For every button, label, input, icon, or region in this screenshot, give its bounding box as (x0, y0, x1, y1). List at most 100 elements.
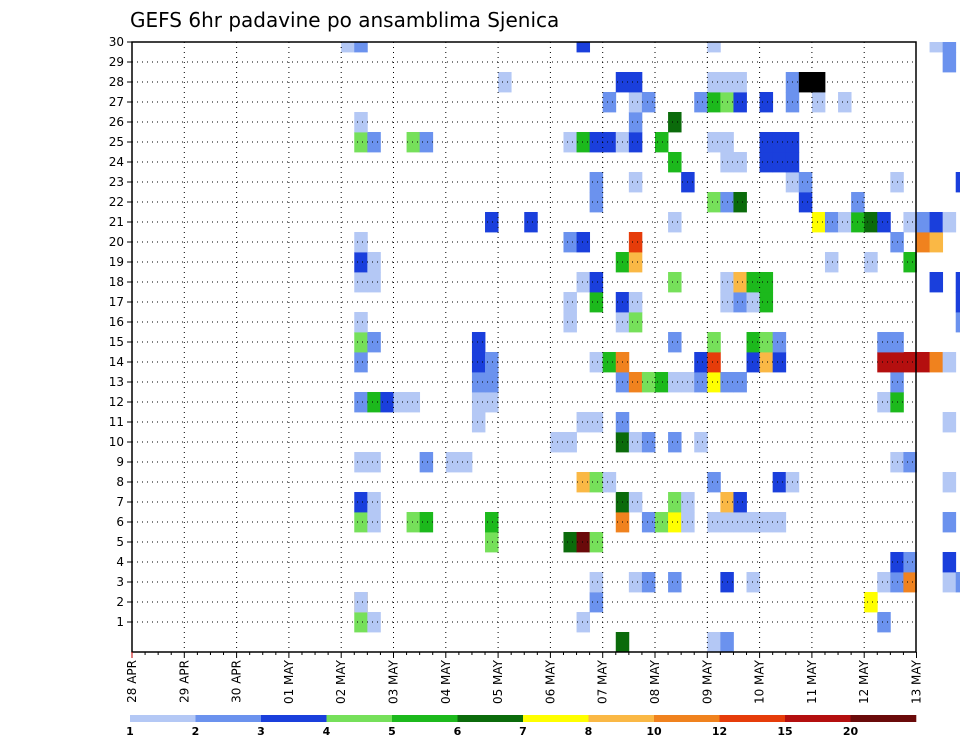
legend-swatch (850, 715, 917, 722)
heatmap-cell (655, 372, 669, 393)
y-tick-label: 9 (116, 455, 124, 469)
legend-swatch (130, 715, 196, 722)
heatmap-cell (354, 452, 368, 473)
heatmap-cell (589, 412, 604, 433)
heatmap-cell (929, 272, 944, 293)
legend-label: 5 (388, 725, 396, 738)
heatmap-cell (824, 252, 839, 273)
y-tick-label: 28 (109, 75, 124, 89)
heatmap-cell (563, 312, 577, 333)
legend-swatch (654, 715, 720, 722)
x-tick-label: 05 MAY (491, 659, 505, 704)
heatmap-cell (367, 332, 381, 353)
heatmap-cell (628, 432, 643, 453)
heatmap-cell (694, 372, 708, 393)
heatmap-cell (628, 372, 643, 393)
heatmap-cell (864, 592, 878, 613)
heatmap-cell (707, 472, 721, 493)
heatmap-cell (929, 352, 944, 373)
heatmap-cell (524, 212, 538, 233)
heatmap-cell (354, 232, 368, 253)
heatmap-cell (354, 512, 368, 533)
heatmap-cell (877, 612, 891, 633)
legend-label: 12 (712, 725, 727, 738)
heatmap-cell (759, 332, 774, 353)
y-tick-label: 16 (109, 315, 124, 329)
heatmap-cell (576, 412, 591, 433)
y-tick-label: 8 (116, 475, 124, 489)
heatmap-cell (707, 42, 721, 53)
heatmap-cell (406, 392, 421, 413)
heatmap-cell (759, 132, 774, 153)
heatmap-cell (341, 42, 355, 53)
heatmap-cell (485, 352, 499, 373)
legend-label: 1 (126, 725, 134, 738)
heatmap-cell (955, 272, 960, 293)
y-tick-label: 14 (109, 355, 124, 369)
heatmap-cell (798, 72, 813, 93)
heatmap-cell (406, 512, 421, 533)
heatmap-cell (903, 572, 917, 593)
x-tick-label: 13 MAY (910, 659, 924, 704)
x-tick-label: 03 MAY (387, 659, 401, 704)
heatmap-cell (798, 192, 813, 213)
heatmap-cell (471, 392, 486, 413)
heatmap-cell (733, 292, 747, 313)
heatmap-cell (733, 92, 747, 113)
heatmap-cell (903, 552, 917, 573)
y-tick-label: 11 (109, 415, 124, 429)
heatmap-cell (576, 612, 591, 633)
heatmap-cell (615, 632, 630, 653)
heatmap-cell (733, 152, 747, 173)
heatmap-cell (694, 432, 708, 453)
heatmap-cell (746, 512, 760, 533)
heatmap-cell (929, 42, 944, 53)
heatmap-cell (942, 52, 957, 73)
heatmap-cell (628, 112, 643, 133)
y-tick-label: 25 (109, 135, 124, 149)
heatmap-cell (354, 42, 368, 53)
y-tick-label: 29 (109, 55, 124, 69)
heatmap-cell (655, 512, 669, 533)
heatmap-cell (354, 352, 368, 373)
heatmap-cell (733, 192, 747, 213)
heatmap-cell (563, 532, 577, 553)
heatmap-cell (354, 252, 368, 273)
heatmap-cell (628, 492, 643, 513)
heatmap-cell (746, 332, 760, 353)
heatmap-cell (929, 232, 944, 253)
legend-label: 8 (585, 725, 593, 738)
heatmap-cell (602, 132, 617, 153)
legend-label: 2 (192, 725, 200, 738)
heatmap-cell (628, 252, 643, 273)
heatmap-cell (746, 572, 760, 593)
y-tick-label: 1 (116, 615, 124, 629)
heatmap-cell (746, 352, 760, 373)
x-tick-label: 08 MAY (648, 659, 662, 704)
heatmap-cell (589, 572, 604, 593)
heatmap-cell (602, 92, 617, 113)
heatmap-cell (916, 212, 930, 233)
heatmap-cell (458, 452, 473, 473)
heatmap-cell (759, 512, 774, 533)
heatmap-cell (772, 472, 787, 493)
heatmap-cell (471, 332, 486, 353)
legend-swatch (195, 715, 262, 722)
heatmap-cell (485, 392, 499, 413)
heatmap-cell (903, 452, 917, 473)
heatmap-cell (589, 172, 604, 193)
y-tick-label: 23 (109, 175, 124, 189)
heatmap-cell (419, 512, 434, 533)
heatmap-cell (903, 352, 917, 373)
x-tick-label: 11 MAY (805, 659, 819, 704)
y-tick-label: 27 (109, 95, 124, 109)
x-tick-label: 07 MAY (596, 659, 610, 704)
heatmap-cell (367, 252, 381, 273)
heatmap-cell (733, 72, 747, 93)
heatmap-cell (707, 632, 721, 653)
heatmap-cell (668, 272, 682, 293)
legend-swatch (588, 715, 655, 722)
chart-title: GEFS 6hr padavine po ansamblima Sjenica (130, 8, 559, 32)
legend-label: 4 (323, 725, 331, 738)
heatmap-cell (589, 192, 604, 213)
